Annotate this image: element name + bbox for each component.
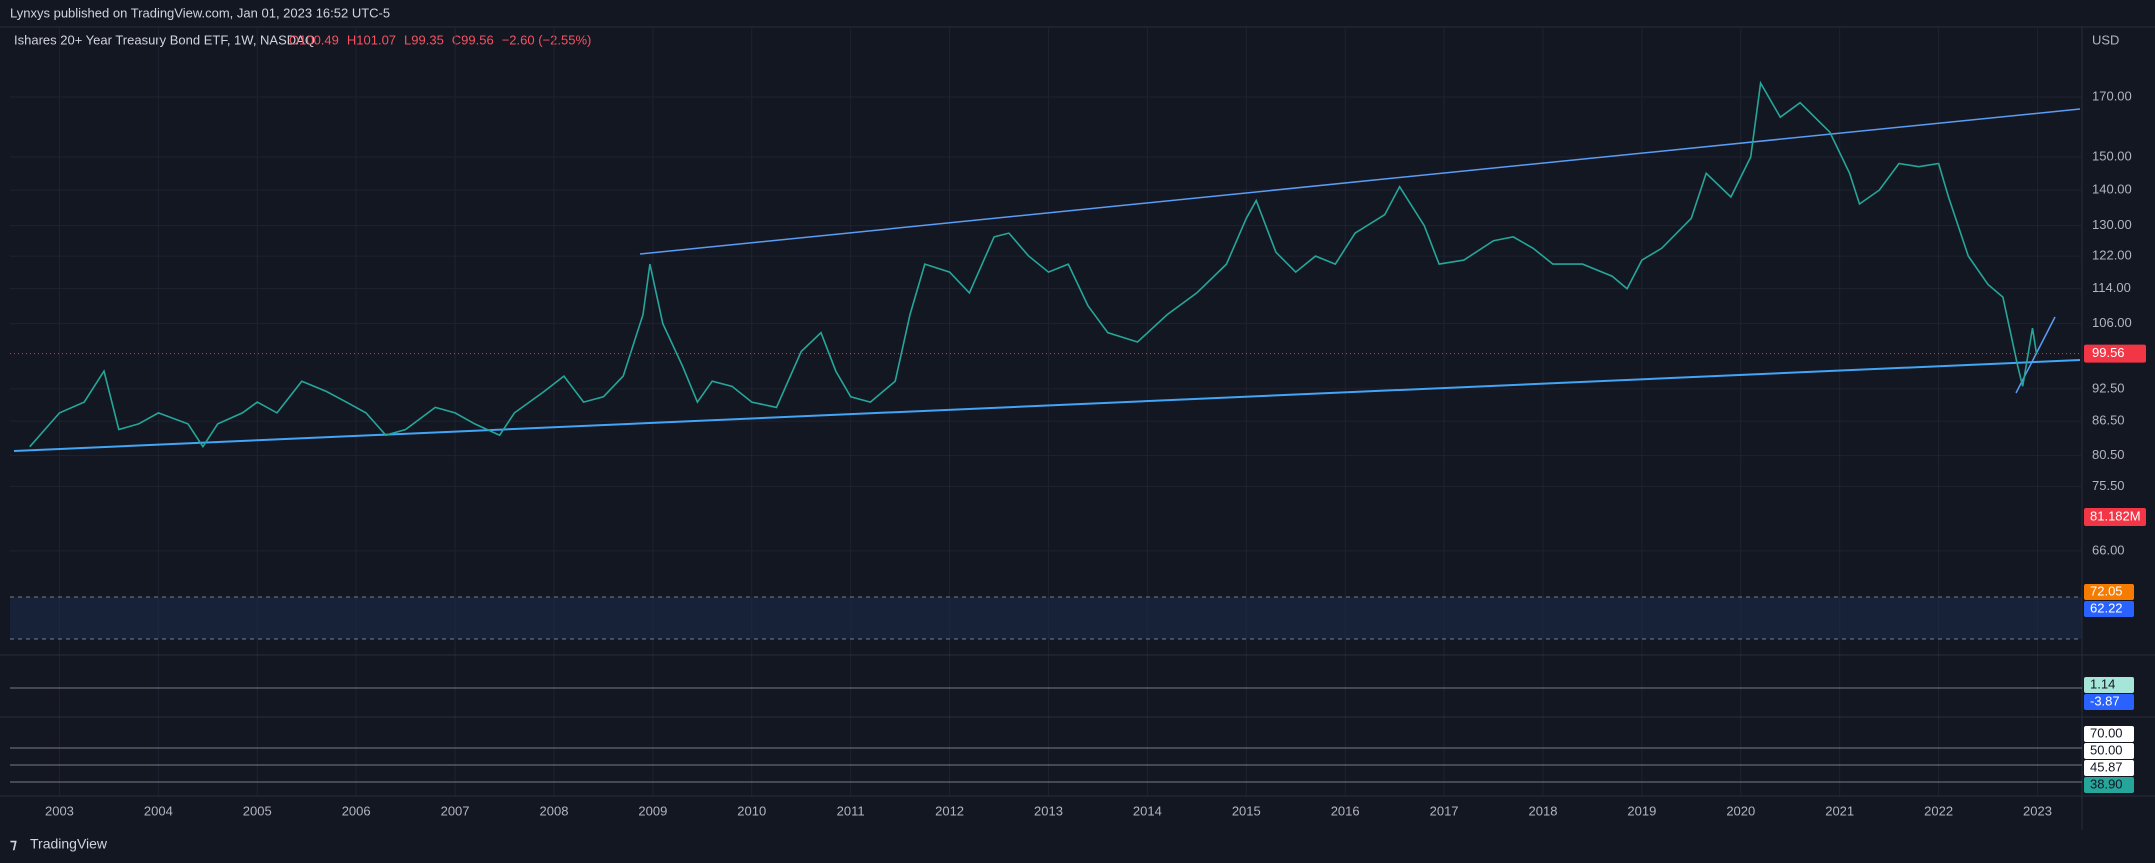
trend-line-lower — [13, 359, 2081, 452]
pane-label-box — [2084, 743, 2134, 759]
y-tick-label: 92.50 — [2092, 380, 2125, 395]
price-line — [29, 80, 2038, 449]
x-tick-label: 2010 — [737, 803, 766, 818]
x-tick-label: 2015 — [1232, 803, 1261, 818]
volume-label: 81.182M — [2090, 508, 2141, 523]
pane-label: 1.14 — [2090, 676, 2115, 691]
chart-title: Ishares 20+ Year Treasury Bond ETF, 1W, … — [14, 32, 315, 47]
pane-label: -3.87 — [2090, 693, 2120, 708]
x-tick-label: 2019 — [1627, 803, 1656, 818]
x-tick-label: 2018 — [1529, 803, 1558, 818]
y-tick-label: 66.00 — [2092, 542, 2125, 557]
ohlc-value: C99.56 — [452, 32, 494, 47]
footer-brand: TradingView — [30, 836, 108, 852]
pane-label-box — [2084, 584, 2134, 600]
x-tick-label: 2021 — [1825, 803, 1854, 818]
x-tick-label: 2009 — [638, 803, 667, 818]
x-tick-label: 2011 — [837, 803, 865, 818]
y-tick-label: 86.50 — [2092, 413, 2125, 428]
x-tick-label: 2013 — [1034, 803, 1063, 818]
ohlc-value: O100.49 — [289, 32, 339, 47]
x-tick-label: 2003 — [45, 803, 74, 818]
pane-label-box — [2084, 601, 2134, 617]
y-tick-label: 106.00 — [2092, 315, 2132, 330]
y-tick-label: 122.00 — [2092, 248, 2132, 263]
ohlc-value: −2.60 (−2.55%) — [502, 32, 592, 47]
x-tick-label: 2007 — [441, 803, 470, 818]
footer-logo: ⁊ — [10, 836, 17, 852]
y-tick-label: 140.00 — [2092, 182, 2132, 197]
y-tick-label: 170.00 — [2092, 88, 2132, 103]
ohlc-value: H101.07 — [347, 32, 396, 47]
last-price-box — [2084, 344, 2146, 363]
ohlc-legend: O100.49 H101.07 L99.35 C99.56 −2.60 (−2.55%) — [289, 32, 591, 47]
pane-label-box — [2084, 694, 2134, 710]
trend-line-short — [2015, 316, 2056, 394]
x-tick-label: 2016 — [1331, 803, 1360, 818]
pane-label-box — [2084, 677, 2134, 693]
publisher: Lynxys published on TradingView.com, Jan… — [10, 5, 390, 20]
grid — [10, 27, 2082, 796]
pane-labels: 72.05 62.22 1.14 -3.87 70.00 50.00 45.87 38.90 — [2084, 583, 2134, 793]
trend-line-upper — [639, 108, 2081, 255]
x-tick-label: 2017 — [1430, 803, 1459, 818]
x-tick-label: 2022 — [1924, 803, 1953, 818]
pane-label: 50.00 — [2090, 742, 2123, 757]
x-tick-label: 2005 — [243, 803, 272, 818]
ohlc-value: L99.35 — [404, 32, 444, 47]
x-tick-label: 2023 — [2023, 803, 2052, 818]
currency: USD — [2092, 32, 2119, 47]
pane-label: 72.05 — [2090, 583, 2123, 598]
x-tick-label: 2008 — [540, 803, 569, 818]
pane-label-box — [2084, 760, 2134, 776]
y-tick-label: 114.00 — [2092, 280, 2131, 295]
last-price-label: 99.56 — [2092, 345, 2125, 360]
x-tick-label: 2020 — [1726, 803, 1755, 818]
x-tick-label: 2006 — [342, 803, 371, 818]
pane-label: 62.22 — [2090, 600, 2123, 615]
y-tick-label: 80.50 — [2092, 447, 2125, 462]
pane-label-box — [2084, 777, 2134, 793]
volume-box — [2084, 508, 2146, 526]
y-tick-label: 150.00 — [2092, 148, 2132, 163]
x-tick-label: 2012 — [935, 803, 964, 818]
x-tick-label: 2014 — [1133, 803, 1162, 818]
rsi-band — [10, 597, 2082, 639]
pane-label-box — [2084, 726, 2134, 742]
x-tick-label: 2004 — [144, 803, 173, 818]
y-tick-label: 75.50 — [2092, 478, 2125, 493]
pane-label: 45.87 — [2090, 759, 2123, 774]
y-tick-label: 130.00 — [2092, 217, 2132, 232]
pane-label: 38.90 — [2090, 776, 2123, 791]
pane-label: 70.00 — [2090, 725, 2123, 740]
